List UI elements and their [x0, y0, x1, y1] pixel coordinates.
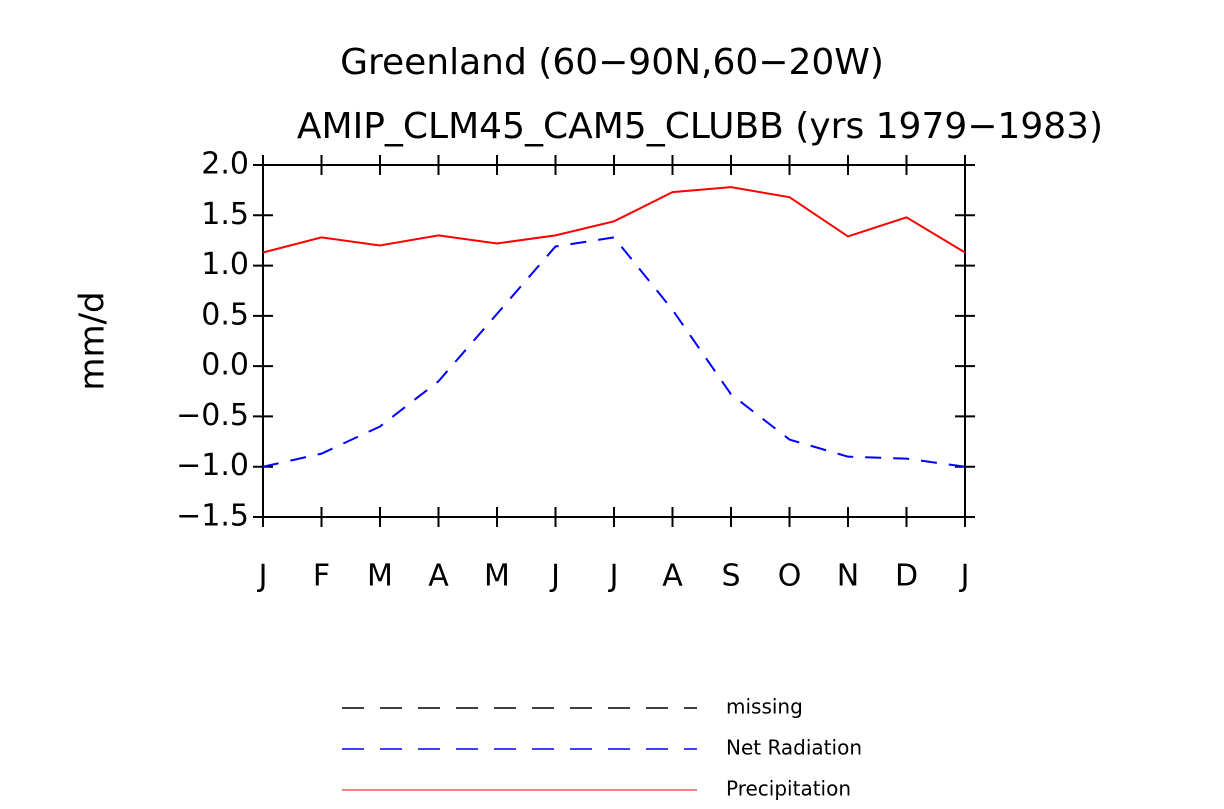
legend-label: Precipitation	[726, 777, 851, 801]
series-line	[262, 186, 966, 254]
series-line	[262, 236, 966, 468]
y-tick-label: 1.0	[201, 247, 249, 282]
x-tick-label: F	[313, 559, 330, 594]
legend-label: Net Radiation	[726, 736, 862, 760]
x-tick-label: J	[257, 559, 268, 594]
x-tick-label: M	[367, 559, 393, 594]
x-tick-label: O	[778, 559, 802, 594]
y-tick-label: 0.0	[201, 348, 249, 383]
x-tick-label: N	[837, 559, 859, 594]
y-tick-label: −1.0	[176, 448, 249, 483]
legend-label: missing	[726, 695, 803, 719]
x-tick-label: A	[662, 559, 683, 594]
y-axis-label: mm/d	[73, 291, 113, 390]
y-tick-label: 0.5	[201, 297, 249, 332]
x-tick-label: M	[484, 559, 510, 594]
y-tick-label: −0.5	[176, 398, 249, 433]
y-tick-label: 2.0	[201, 147, 249, 182]
x-tick-label: J	[608, 559, 619, 594]
x-tick-label: J	[549, 559, 560, 594]
y-tick-label: 1.5	[201, 197, 249, 232]
x-tick-label: D	[895, 559, 918, 594]
x-tick-label: J	[959, 559, 970, 594]
plot-frame	[262, 164, 966, 518]
chart-title: Greenland (60−90N,60−20W)	[340, 42, 884, 83]
y-tick-label: −1.5	[176, 499, 249, 534]
x-tick-label: S	[721, 559, 740, 594]
chart-subtitle: AMIP_CLM45_CAM5_CLUBB (yrs 1979−1983)	[297, 106, 1103, 147]
x-tick-label: A	[428, 559, 449, 594]
